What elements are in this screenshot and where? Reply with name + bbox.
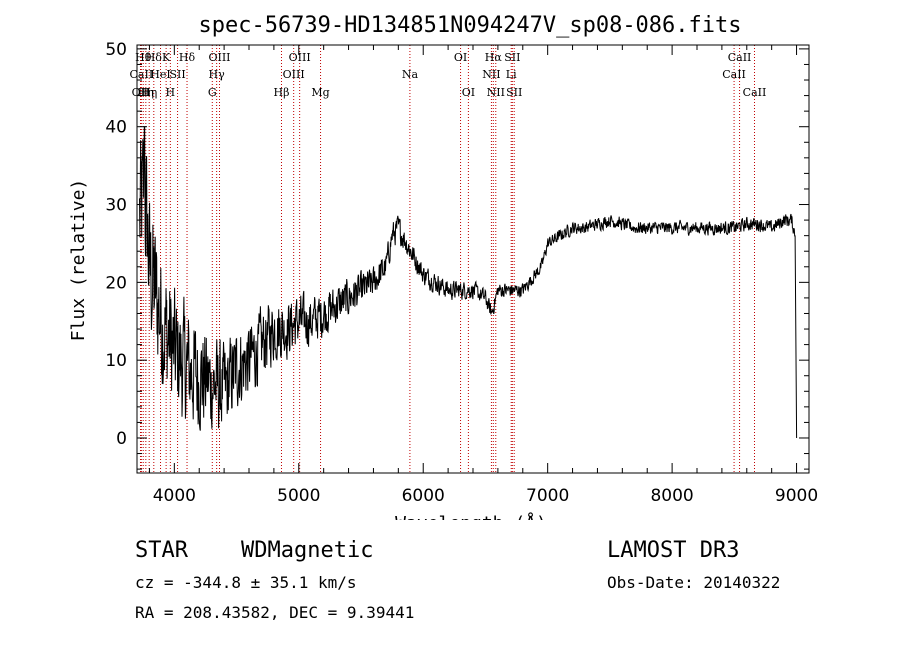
y-axis-label: Flux (relative) [68,179,89,342]
x-axis-label: Wavelength (Å) [395,512,547,520]
line-marker-label: Hγ [209,68,226,81]
y-tick-label: 50 [105,40,127,60]
line-marker-label: SII [504,51,520,64]
line-marker-label: Hδ [179,51,196,64]
y-tick-label: 0 [116,429,127,449]
line-marker-label: OI [462,86,475,99]
survey-name: LAMOST DR3 [607,538,740,563]
x-tick-label: 4000 [153,486,196,506]
object-subclass: WDMagnetic [241,538,374,563]
line-marker-label: CaII [130,68,154,81]
line-marker-label: NII [482,68,500,81]
line-marker-labels: OIICaIIHθHηHηHδHeIKHSIIHδGHγOIIIHβOIIIOI… [130,51,767,99]
line-marker-label: OIII [283,68,305,81]
x-tick-label: 6000 [402,486,445,506]
line-marker-label: SII [506,86,522,99]
line-markers [139,45,755,473]
x-tick-label: 9000 [775,486,818,506]
y-axis-ticks: 0 10 20 30 40 50 [105,40,809,470]
line-marker-label: H [166,86,176,99]
line-marker-label: OIII [289,51,311,64]
line-marker-label: CaII [728,51,752,64]
x-axis-ticks: 4000 5000 6000 7000 8000 9000 [148,45,818,506]
line-marker-label: Na [402,68,419,81]
spectrum-line [139,126,798,439]
line-marker-label: G [208,86,217,99]
plot-frame [136,44,810,474]
line-marker-label: OI [454,51,467,64]
line-marker-label: NII [487,86,505,99]
chart-title: spec-56739-HD134851N094247V_sp08-086.fit… [198,13,741,38]
line-marker-label: OIII [208,51,230,64]
line-marker-label: SII [169,68,185,81]
y-tick-label: 30 [105,196,127,216]
line-marker-label: HeI [150,68,170,81]
y-tick-label: 40 [105,118,127,138]
line-marker-label: Li [506,68,517,81]
line-marker-label: Hβ [274,86,290,99]
line-marker-label: Hθ [135,51,152,64]
coordinates: RA = 208.43582, DEC = 9.39441 [135,603,415,622]
line-marker-label: K [162,51,171,64]
line-marker-label: OII [132,86,150,99]
redshift-text: cz = -344.8 ± 35.1 km/s [135,573,357,592]
line-marker-label: CaII [743,86,767,99]
spectrum-chart: spec-56739-HD134851N094247V_sp08-086.fit… [68,13,818,520]
line-marker-label: Hη [141,86,157,99]
y-tick-label: 20 [105,273,127,293]
y-tick-label: 10 [105,351,127,371]
line-marker-label: CaII [722,68,746,81]
line-marker-label: Hδ [146,51,163,64]
x-tick-label: 7000 [526,486,569,506]
obs-date: Obs-Date: 20140322 [607,573,781,592]
object-class: STAR [135,538,188,563]
x-tick-label: 5000 [277,486,320,506]
x-tick-label: 8000 [650,486,693,506]
line-marker-label: Mg [311,86,329,99]
line-marker-label: Hα [485,51,503,64]
